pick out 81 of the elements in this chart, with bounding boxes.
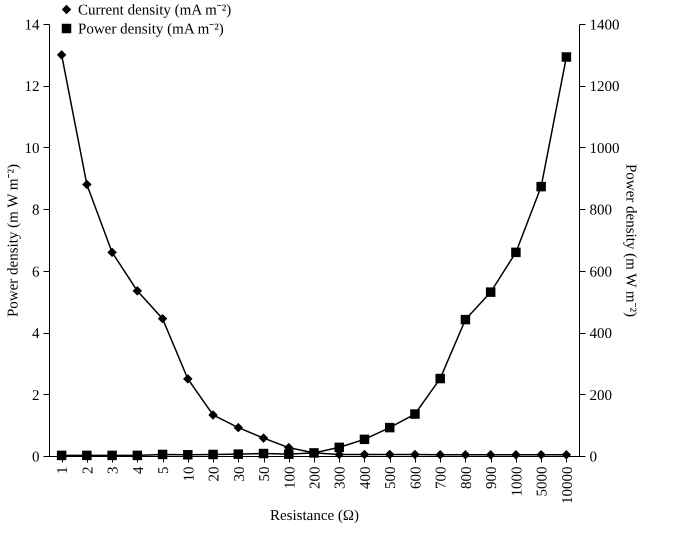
point	[410, 450, 420, 460]
point	[511, 450, 521, 460]
x-tick-label: 5	[156, 466, 172, 474]
point	[511, 248, 521, 258]
y2-tick-label: 800	[590, 202, 612, 219]
y-tick-label: 2	[32, 388, 40, 404]
y-tick-label: 4	[32, 326, 40, 342]
point	[486, 287, 496, 297]
point	[435, 450, 445, 460]
point	[258, 448, 268, 458]
legend-label: Current density (mA m⁻²)	[78, 2, 232, 18]
point	[562, 450, 572, 460]
point	[56, 450, 66, 460]
x-tick-label: 800	[458, 466, 475, 489]
x-tick-label: 1000	[509, 466, 526, 496]
x-tick-label: 10	[181, 466, 198, 482]
point	[183, 374, 193, 384]
y-tick-label: 0	[32, 450, 40, 466]
y-axis-title: Power density (m W m⁻²)	[6, 164, 22, 318]
point	[460, 314, 470, 324]
point	[360, 450, 370, 460]
x-tick-label: 300	[332, 466, 349, 489]
x-tick-label: 50	[257, 466, 274, 482]
point	[309, 448, 319, 458]
point	[562, 52, 572, 62]
x-tick-label: 30	[232, 466, 248, 482]
point	[536, 450, 546, 460]
point	[460, 450, 470, 460]
point	[258, 433, 268, 443]
point	[132, 286, 142, 296]
x-tick-label: 1	[55, 466, 72, 474]
x-tick-label: 400	[358, 466, 374, 489]
point	[435, 374, 445, 384]
point	[334, 442, 344, 452]
point	[536, 182, 546, 192]
y2-tick-label: 600	[590, 264, 612, 280]
point	[384, 450, 394, 460]
y2-tick-label: 1200	[590, 79, 620, 96]
point	[360, 434, 370, 444]
point	[56, 50, 66, 60]
x-tick-label: 10000	[560, 466, 576, 504]
legend-label: Power density (mA m⁻²)	[78, 22, 224, 38]
x-axis-title: Resistance (Ω)	[270, 508, 360, 524]
x-tick-label: 2	[80, 466, 96, 474]
x-tick-label: 5000	[534, 466, 551, 496]
y2-tick-label: 1400	[590, 18, 620, 34]
x-tick-label: 700	[434, 466, 450, 489]
y-tick-label: 6	[32, 264, 40, 280]
point	[132, 450, 142, 460]
y-tick-label: 8	[32, 202, 40, 219]
x-tick-label: 600	[408, 466, 424, 489]
y2-tick-label: 0	[590, 450, 597, 466]
point	[107, 248, 117, 258]
y2-tick-label: 1000	[590, 140, 620, 157]
point	[158, 314, 168, 324]
point	[410, 409, 420, 419]
point	[486, 450, 496, 460]
point	[384, 422, 394, 432]
y-tick-label: 10	[24, 140, 40, 157]
y-tick-label: 14	[24, 18, 40, 34]
y2-axis-title: Power density (m W m⁻²)	[622, 164, 638, 318]
point	[183, 450, 193, 460]
y2-tick-label: 200	[590, 388, 612, 404]
x-tick-label: 500	[383, 466, 400, 489]
x-tick-label: 200	[308, 466, 324, 489]
x-tick-label: 100	[282, 466, 298, 489]
x-tick-label: 900	[484, 466, 500, 489]
y-tick-label: 12	[24, 79, 40, 96]
point	[82, 180, 92, 190]
point	[158, 450, 168, 460]
point	[234, 449, 244, 459]
x-tick-label: 4	[130, 466, 147, 474]
point	[208, 410, 218, 420]
y2-tick-label: 400	[590, 326, 612, 342]
point	[208, 450, 218, 460]
point	[82, 450, 92, 460]
point	[107, 450, 117, 460]
point	[284, 449, 294, 459]
x-tick-label: 3	[106, 466, 122, 474]
point	[234, 422, 244, 432]
x-tick-label: 20	[206, 466, 223, 482]
